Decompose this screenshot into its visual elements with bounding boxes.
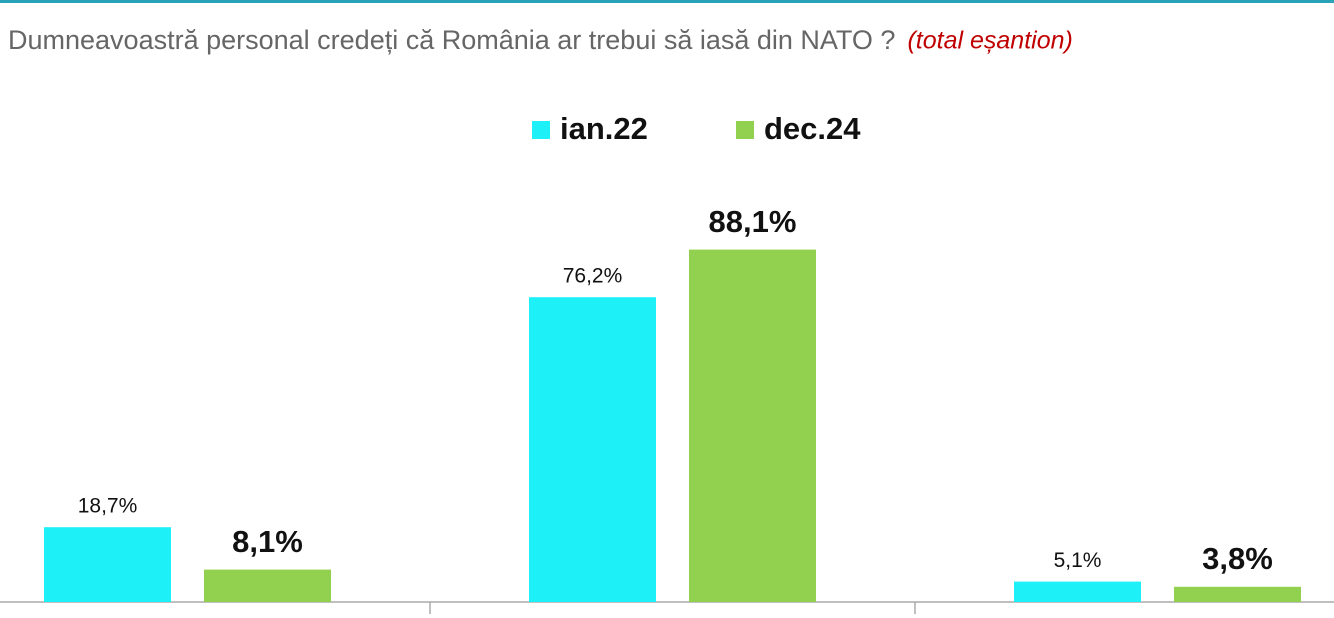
bar (529, 297, 656, 602)
data-label: 3,8% (1202, 541, 1273, 576)
data-label: 5,1% (1054, 549, 1102, 572)
bar (44, 527, 171, 602)
legend-swatch (736, 121, 754, 139)
legend-label: dec.24 (764, 111, 861, 146)
chart-subtitle: (total eșantion) (907, 27, 1072, 55)
top-border (0, 0, 1334, 3)
bar (689, 249, 816, 602)
data-label: 76,2% (563, 265, 623, 288)
bar (1174, 586, 1301, 602)
legend-swatch (532, 121, 550, 139)
legend-label: ian.22 (560, 111, 648, 146)
bar (1014, 581, 1141, 602)
data-label: 88,1% (709, 204, 797, 239)
bar (204, 569, 331, 602)
chart-title: Dumneavoastră personal credeți că Români… (8, 25, 895, 55)
data-label: 8,1% (232, 524, 303, 559)
data-label: 18,7% (78, 495, 138, 518)
